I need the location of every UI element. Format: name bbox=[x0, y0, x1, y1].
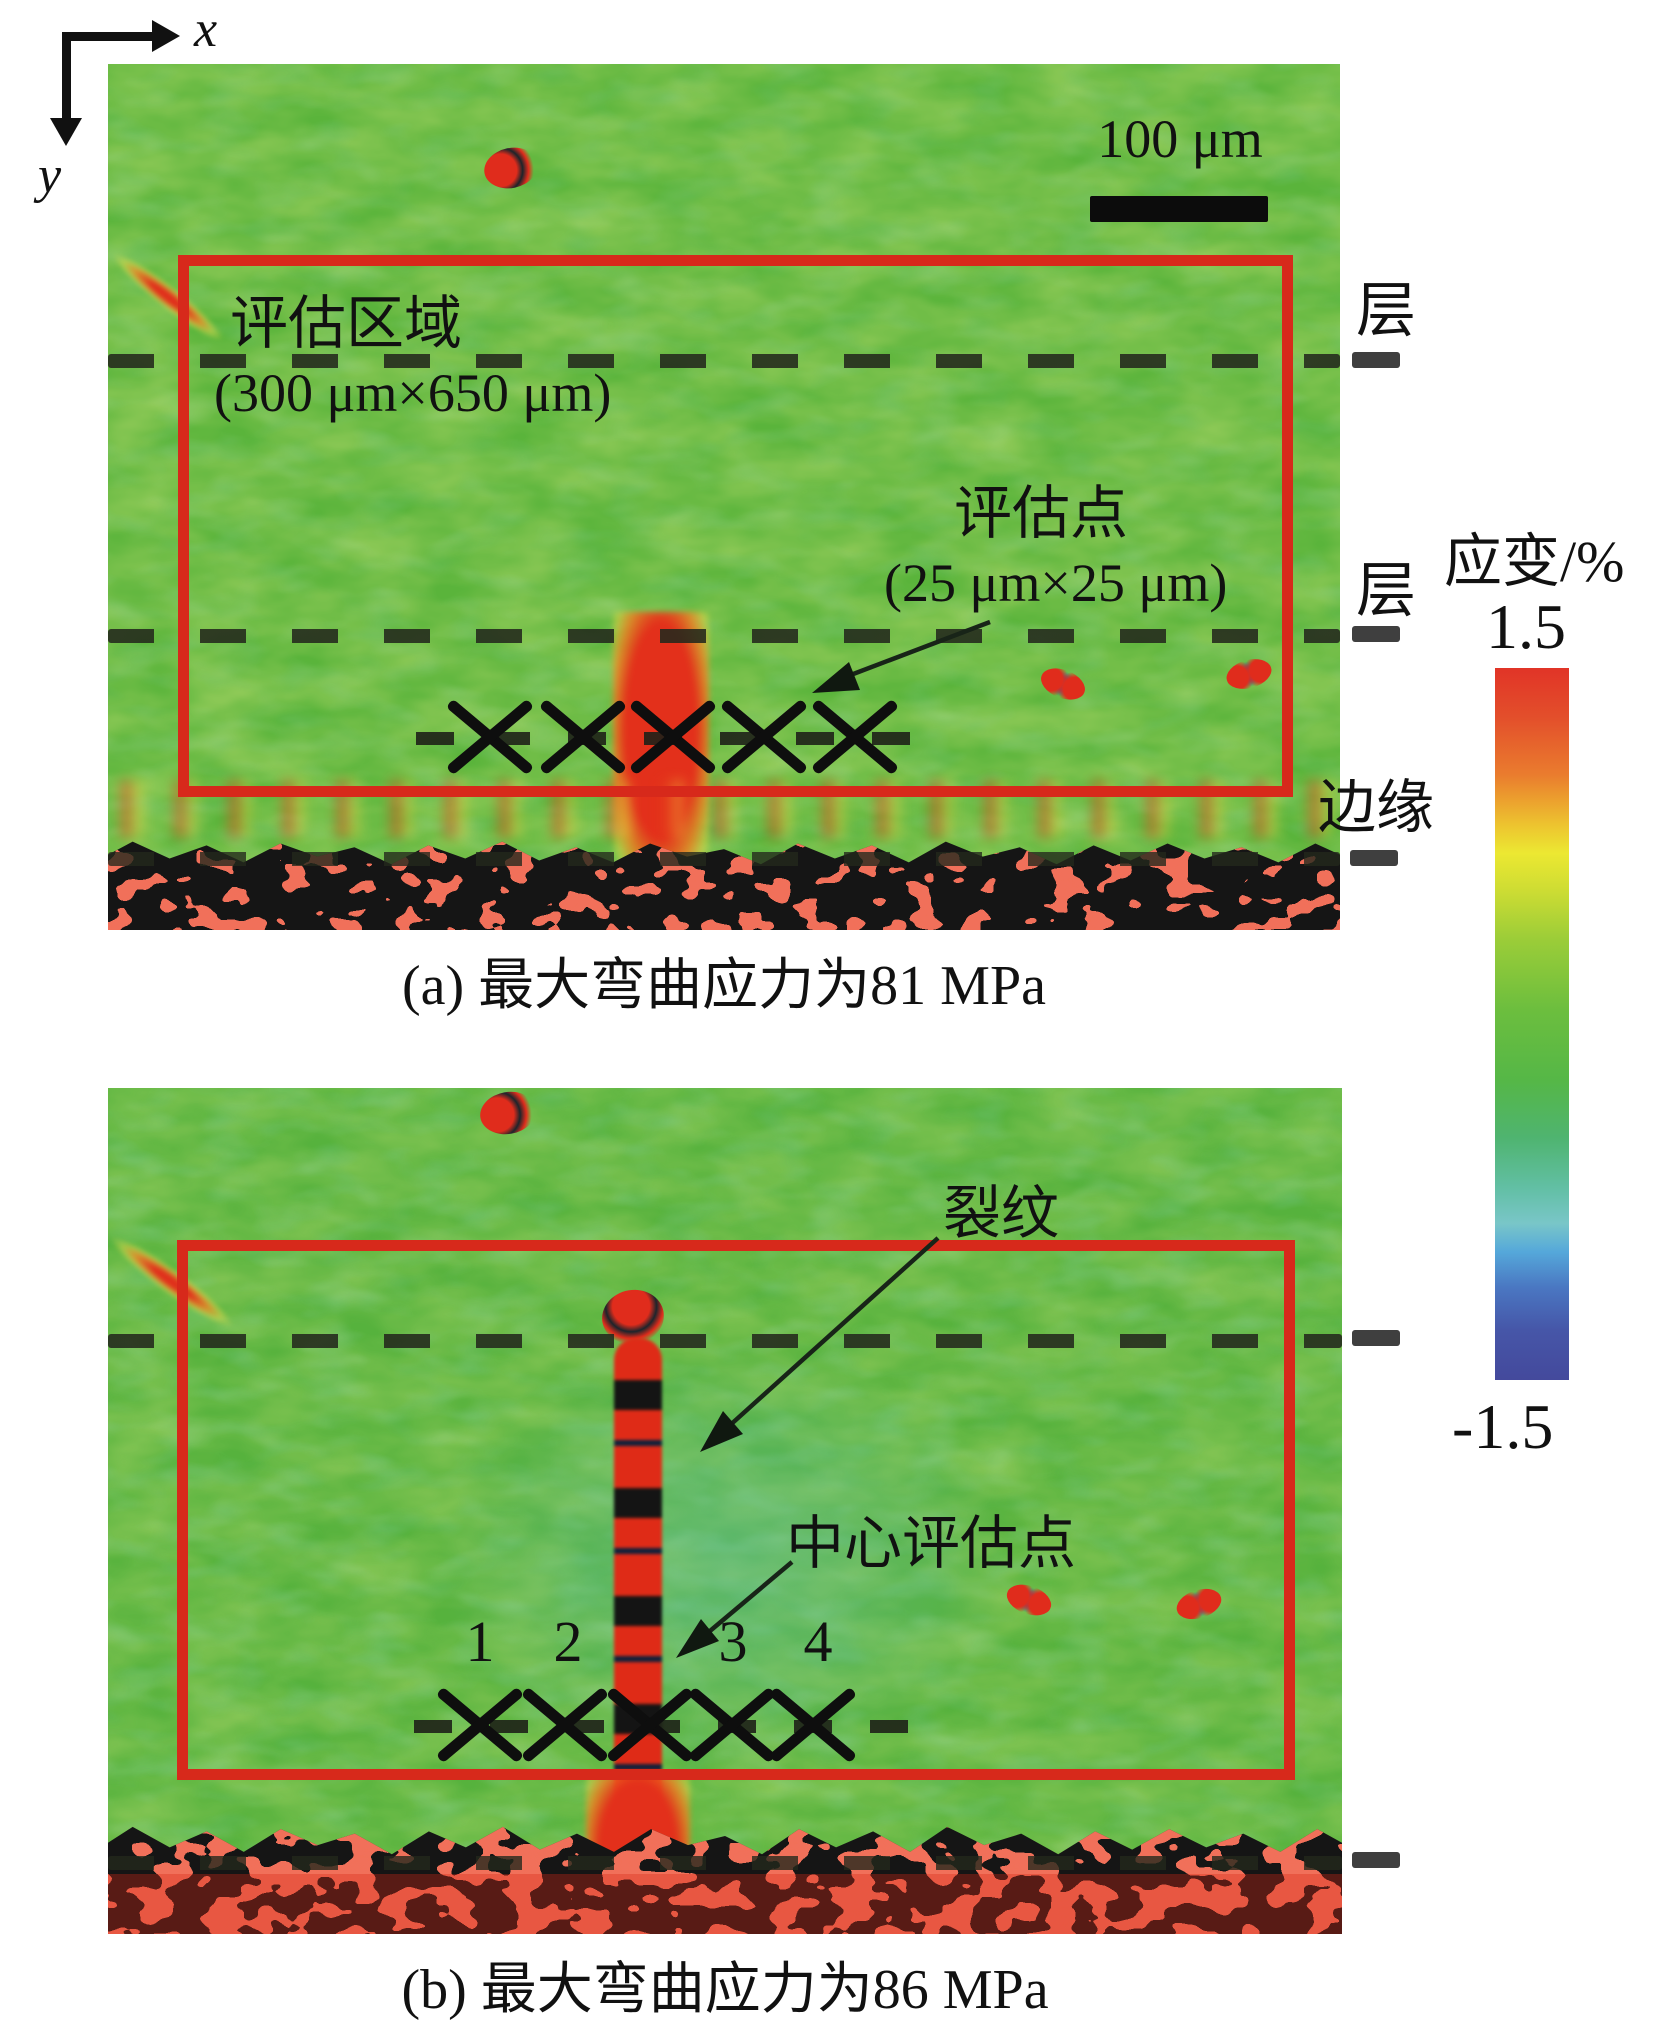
crack-label: 裂纹 bbox=[943, 1181, 1060, 1246]
x-axis-arrow-icon bbox=[152, 20, 180, 52]
evaluation-region-box-b bbox=[177, 1240, 1295, 1780]
strain-map-b: 1 2 3 4 裂纹 中心评估点 bbox=[108, 1088, 1342, 1934]
edge-boundary-dashline-b bbox=[108, 1856, 1342, 1870]
scale-bar-label: 100 μm bbox=[1097, 109, 1263, 169]
edge-tick-a bbox=[1350, 850, 1398, 866]
evaluation-point-arrow bbox=[812, 619, 991, 693]
y-axis-line bbox=[62, 32, 71, 120]
caption-panel-a: (a) 最大弯曲应力为81 MPa bbox=[402, 955, 1046, 1017]
evaluation-region-label: 评估区域 bbox=[230, 291, 463, 356]
layer-tick-a1 bbox=[1352, 352, 1400, 368]
evaluation-row-dashline-b bbox=[414, 1720, 918, 1733]
evaluation-region-size-label: (300 μm×650 μm) bbox=[214, 363, 612, 423]
caption-panel-b: (b) 最大弯曲应力为86 MPa bbox=[401, 1959, 1049, 2021]
colorbar-title: 应变/% bbox=[1444, 529, 1625, 594]
x-axis-line bbox=[62, 32, 154, 41]
strain-map-a: 100 μm 评估区域 (300 μm×650 μm) 评估点 (25 μm×2… bbox=[108, 64, 1340, 930]
crack-arrow bbox=[700, 1236, 940, 1452]
edge-boundary-dashline-a bbox=[108, 852, 1340, 866]
point-number-1: 1 bbox=[465, 1609, 495, 1674]
layer-tick-a2 bbox=[1352, 626, 1400, 642]
decor-band-red-tint bbox=[108, 1874, 1342, 1934]
scale-bar bbox=[1090, 196, 1268, 222]
center-point-label: 中心评估点 bbox=[786, 1511, 1077, 1576]
layer-boundary-dashline-a2 bbox=[108, 629, 1340, 643]
evaluation-point-size-label: (25 μm×25 μm) bbox=[884, 553, 1228, 613]
center-point-arrow bbox=[676, 1560, 794, 1658]
edge-label: 边缘 bbox=[1318, 775, 1435, 840]
substrate-speckle-band-a bbox=[108, 841, 1340, 930]
layer-tick-b1 bbox=[1352, 1330, 1400, 1346]
strain-noise-texture-a bbox=[108, 64, 1340, 930]
x-axis-label: x bbox=[194, 1, 218, 58]
point-number-4: 4 bbox=[803, 1609, 833, 1674]
axis-indicator: x y bbox=[0, 0, 260, 220]
point-number-2: 2 bbox=[553, 1609, 583, 1674]
colorbar-max-label: 1.5 bbox=[1486, 591, 1566, 662]
edge-tick-b bbox=[1352, 1852, 1400, 1868]
colorbar-gradient bbox=[1495, 668, 1569, 1380]
layer-boundary-dashline-b1 bbox=[108, 1334, 1342, 1348]
y-axis-arrow-icon bbox=[50, 118, 82, 146]
evaluation-region-box-a bbox=[178, 255, 1293, 797]
strain-noise-texture-b bbox=[108, 1088, 1342, 1934]
y-axis-label: y bbox=[38, 147, 62, 204]
layer-boundary-dashline-a1 bbox=[108, 354, 1340, 368]
layer-label-mid: 层 bbox=[1356, 558, 1416, 624]
evaluation-point-label: 评估点 bbox=[954, 481, 1129, 546]
layer-label-top: 层 bbox=[1356, 278, 1416, 344]
colorbar-min-label: -1.5 bbox=[1452, 1391, 1554, 1462]
substrate-speckle-band-b bbox=[108, 1826, 1342, 1934]
